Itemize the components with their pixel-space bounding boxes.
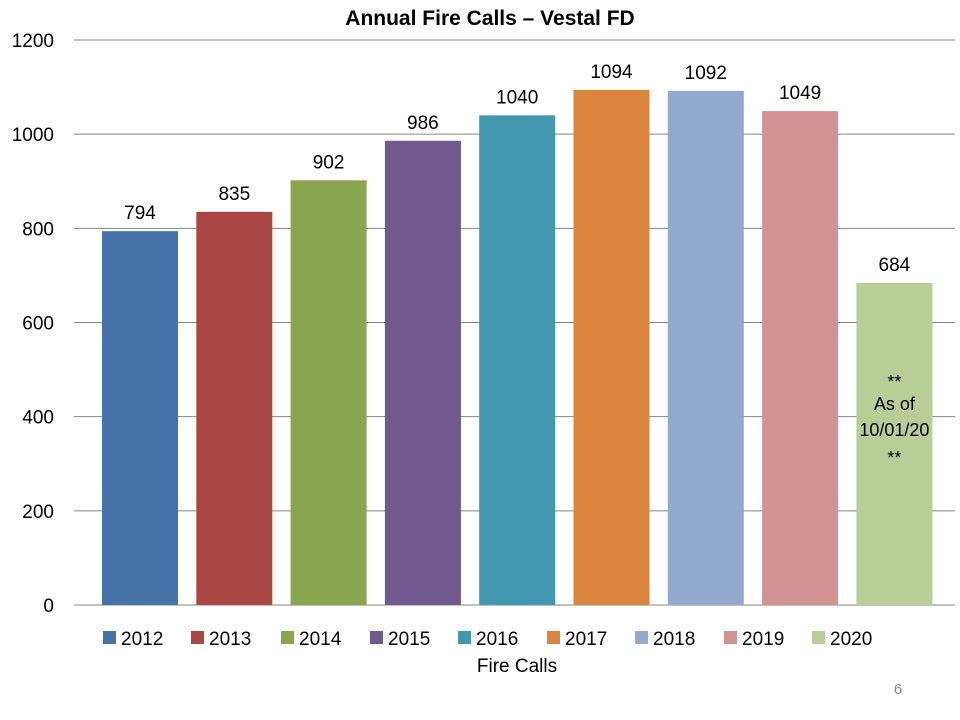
data-label: 1092 [685,63,727,84]
y-tick-label: 400 [22,408,54,429]
legend-swatch-2014 [281,631,294,644]
bar-2020 [856,282,933,605]
y-tick-label: 1200 [12,31,54,52]
bar-2016 [479,115,556,605]
y-tick-label: 600 [22,314,54,335]
data-label: 835 [218,184,250,205]
data-label: 684 [879,255,911,276]
bar-2015 [384,140,461,605]
data-label: 902 [313,152,345,173]
bar-2014 [290,180,367,605]
legend-swatch-2012 [103,631,116,644]
annotation-line: ** [887,372,901,392]
bar-2012 [102,231,178,606]
legend-label-2017: 2017 [565,629,607,650]
bar-2017 [573,89,650,606]
legend-swatch-2018 [635,631,648,644]
legend-swatch-2020 [812,631,825,644]
legend-swatch-2013 [191,631,204,644]
legend-label-2019: 2019 [742,629,784,650]
legend-label-2018: 2018 [653,629,695,650]
legend-swatch-2017 [547,631,560,644]
legend-label-2016: 2016 [476,629,518,650]
chart-title: Annual Fire Calls – Vestal FD [345,7,634,30]
annotation-line: ** [887,448,901,468]
y-tick-label: 1000 [12,125,54,146]
legend-swatch-2019 [724,631,737,644]
annotation-line: 10/01/20 [859,420,929,440]
annotation-line: As of [874,394,916,414]
bar-2019 [762,111,839,606]
data-label: 794 [124,203,156,224]
legend-label-2014: 2014 [299,629,342,650]
data-label: 1094 [590,62,633,83]
legend-label-2015: 2015 [388,629,430,650]
y-tick-label: 800 [22,219,54,240]
page-number: 6 [894,681,902,698]
x-axis-label: Fire Calls [477,656,557,677]
y-tick-label: 0 [43,596,54,617]
data-label: 986 [407,113,439,134]
data-label: 1049 [779,83,821,104]
legend-label-2013: 2013 [209,629,251,650]
legend-swatch-2016 [458,631,471,644]
legend-swatch-2015 [370,631,383,644]
legend-label-2012: 2012 [121,629,163,650]
bar-2018 [667,90,744,606]
bar-2013 [196,211,273,605]
legend-label-2020: 2020 [830,629,872,650]
data-label: 1040 [496,87,538,108]
y-tick-label: 200 [22,502,54,523]
